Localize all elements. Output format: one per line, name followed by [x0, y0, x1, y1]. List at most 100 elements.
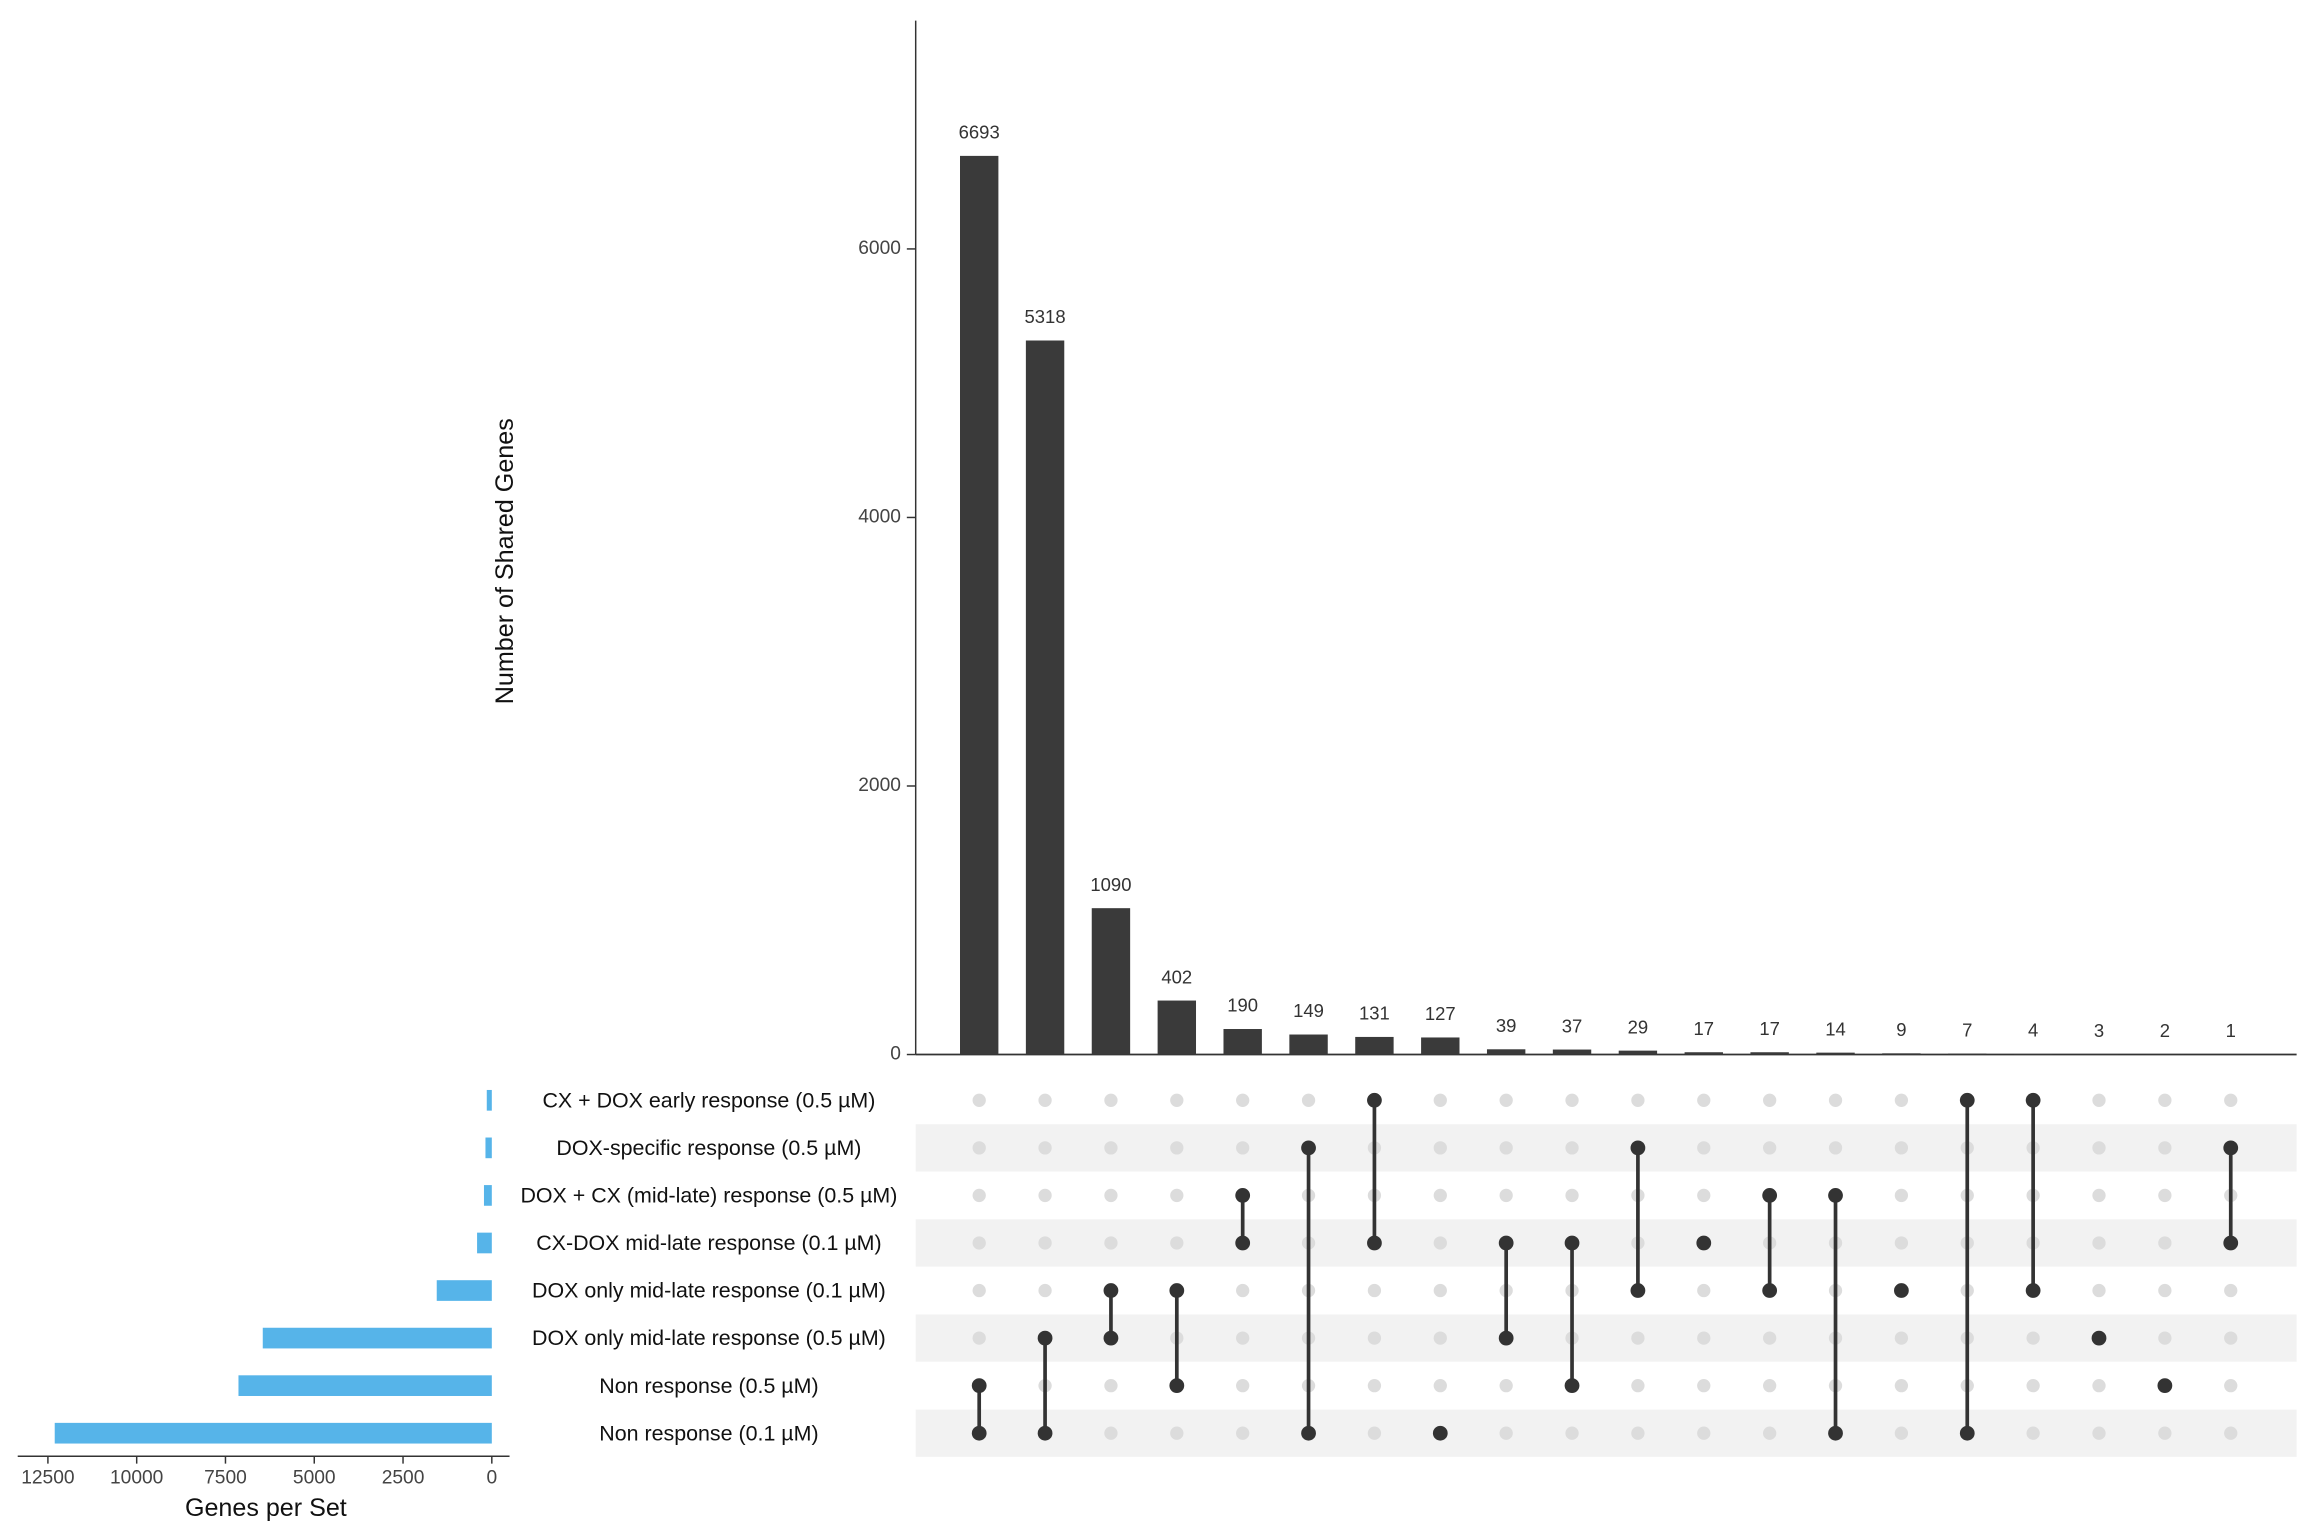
member-dot — [1959, 1425, 1975, 1441]
row-band — [915, 1314, 2297, 1362]
empty-dot — [972, 1236, 986, 1250]
empty-dot — [1697, 1188, 1711, 1203]
empty-dot — [1104, 1236, 1118, 1250]
row-band — [915, 1124, 2297, 1172]
intersection-bar — [1025, 340, 1065, 1055]
empty-dot — [2224, 1331, 2238, 1345]
empty-dot — [2092, 1426, 2106, 1440]
empty-dot — [1367, 1379, 1382, 1393]
empty-dot — [1170, 1426, 1184, 1440]
empty-dot — [1631, 1331, 1645, 1345]
empty-dot — [1236, 1331, 1250, 1345]
member-dot — [1432, 1425, 1448, 1441]
x-tick-label: 0 — [486, 1467, 497, 1488]
empty-dot — [1894, 1141, 1909, 1155]
y-axis-title: Number of Shared Genes — [491, 418, 519, 704]
empty-dot — [1631, 1426, 1645, 1440]
empty-dot — [2092, 1283, 2106, 1298]
value-label: 127 — [1425, 1003, 1456, 1024]
member-dot — [1103, 1330, 1119, 1346]
empty-dot — [2092, 1093, 2106, 1107]
x-tick-label: 2500 — [382, 1467, 425, 1488]
empty-dot — [1631, 1379, 1645, 1393]
empty-dot — [972, 1141, 986, 1155]
set-label: DOX-specific response (0.5 µM) — [556, 1136, 861, 1160]
empty-dot — [1170, 1236, 1184, 1250]
member-dot — [1103, 1283, 1119, 1298]
value-label: 402 — [1161, 966, 1192, 987]
intersection-bar — [1421, 1037, 1460, 1055]
value-label: 17 — [1759, 1018, 1780, 1039]
member-dot — [1367, 1235, 1382, 1251]
value-label: 1090 — [1090, 874, 1131, 895]
set-label: Non response (0.1 µM) — [599, 1421, 818, 1445]
value-label: 6693 — [959, 122, 1000, 143]
empty-dot — [1433, 1093, 1447, 1107]
member-dot — [2025, 1283, 2041, 1298]
empty-dot — [1894, 1093, 1909, 1107]
intersection-bar — [1157, 1000, 1197, 1055]
intersection-bar — [1355, 1036, 1394, 1055]
empty-dot — [1433, 1283, 1447, 1298]
empty-dot — [1565, 1188, 1579, 1203]
value-label: 2 — [2160, 1020, 2170, 1041]
member-dot — [1564, 1235, 1580, 1251]
value-label: 17 — [1694, 1018, 1715, 1039]
empty-dot — [1236, 1283, 1250, 1298]
empty-dot — [1170, 1141, 1184, 1155]
empty-dot — [1894, 1236, 1909, 1250]
value-label: 14 — [1825, 1018, 1846, 1039]
set-label: Non response (0.5 µM) — [599, 1374, 818, 1398]
value-label: 39 — [1496, 1015, 1517, 1036]
set-bar — [262, 1327, 492, 1349]
intersection-bar — [1618, 1050, 1658, 1055]
empty-dot — [1763, 1426, 1777, 1440]
empty-dot — [1367, 1331, 1382, 1345]
empty-dot — [2026, 1379, 2040, 1393]
set-bar — [485, 1137, 492, 1159]
intersection-bar — [1882, 1053, 1921, 1055]
empty-dot — [1236, 1426, 1250, 1440]
empty-dot — [1038, 1283, 1052, 1298]
empty-dot — [1565, 1426, 1579, 1440]
member-dot — [1498, 1330, 1514, 1346]
value-label: 9 — [1896, 1019, 1906, 1040]
set-bar — [436, 1280, 492, 1301]
empty-dot — [972, 1188, 986, 1203]
member-dot — [1367, 1092, 1382, 1108]
empty-dot — [2158, 1188, 2172, 1203]
empty-dot — [1697, 1379, 1711, 1393]
empty-dot — [2224, 1093, 2238, 1107]
y-tick-label: 4000 — [858, 507, 901, 528]
empty-dot — [972, 1283, 986, 1298]
member-dot — [1696, 1235, 1712, 1251]
empty-dot — [1763, 1141, 1777, 1155]
empty-dot — [2224, 1379, 2238, 1393]
value-label: 29 — [1628, 1016, 1649, 1037]
empty-dot — [1894, 1331, 1909, 1345]
value-label: 190 — [1227, 995, 1258, 1016]
empty-dot — [1170, 1188, 1184, 1203]
empty-dot — [1433, 1331, 1447, 1345]
empty-dot — [1038, 1188, 1052, 1203]
empty-dot — [1697, 1331, 1711, 1345]
member-dot — [1959, 1092, 1975, 1108]
member-dot — [1037, 1425, 1053, 1441]
member-dot — [1630, 1140, 1646, 1156]
empty-dot — [2158, 1236, 2172, 1250]
value-label: 37 — [1562, 1015, 1583, 1036]
intersection-bar — [2013, 1053, 2053, 1055]
member-dot — [971, 1425, 987, 1441]
value-label: 1 — [2226, 1020, 2236, 1041]
member-dot — [1762, 1188, 1778, 1203]
set-bar — [486, 1089, 492, 1111]
member-dot — [1564, 1378, 1580, 1394]
value-label: 7 — [1962, 1019, 1972, 1040]
intersection-bar — [1948, 1053, 1987, 1055]
empty-dot — [1104, 1426, 1118, 1440]
set-label: DOX + CX (mid-late) response (0.5 µM) — [520, 1184, 897, 1208]
empty-dot — [1697, 1141, 1711, 1155]
set-label: CX-DOX mid-late response (0.1 µM) — [536, 1231, 881, 1255]
x-tick-label: 5000 — [293, 1467, 336, 1488]
